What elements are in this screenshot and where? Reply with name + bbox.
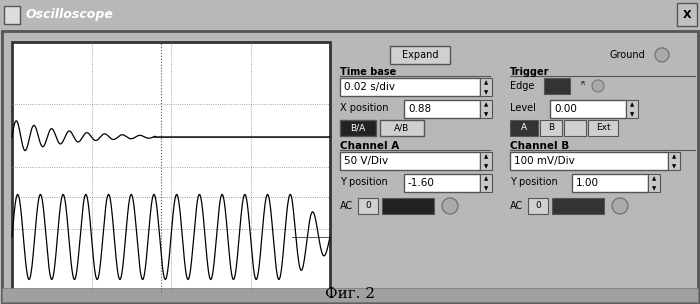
Text: ▲: ▲ [484,154,488,159]
Text: 0: 0 [365,202,371,210]
Text: Level: Level [510,103,536,113]
Bar [390,46,450,64]
Bar [544,78,570,94]
Text: Ext: Ext [596,123,610,133]
Bar [340,78,480,96]
Bar [480,174,492,192]
Text: 100 mV/Div: 100 mV/Div [514,156,575,166]
Bar [480,152,492,170]
Text: Expand: Expand [402,50,438,60]
Text: ▲: ▲ [652,176,656,181]
Bar [340,120,376,136]
Text: ▼: ▼ [484,164,488,169]
Text: Ground: Ground [610,50,645,60]
Bar [550,100,626,118]
Bar [510,120,538,136]
Bar [4,6,20,24]
Text: ▼: ▼ [652,186,656,192]
Bar [528,198,548,214]
Text: ▼: ▼ [672,164,676,169]
Text: AC: AC [340,201,354,211]
Text: 0.00: 0.00 [554,104,577,114]
Text: Channel A: Channel A [340,141,399,151]
Text: ▼: ▼ [484,90,488,95]
Text: B/A: B/A [351,123,365,133]
Text: ▼: ▼ [484,112,488,117]
Text: 0.88: 0.88 [408,104,431,114]
Text: Oscilloscope: Oscilloscope [26,9,114,22]
Bar [480,100,492,118]
Circle shape [655,48,669,62]
Text: ▲: ▲ [672,154,676,159]
Text: -1.60: -1.60 [408,178,435,188]
Text: ▲: ▲ [630,102,634,107]
Bar [380,120,424,136]
Text: ▼: ▼ [484,186,488,192]
Text: Edge: Edge [510,81,534,91]
Circle shape [442,198,458,214]
Bar [358,198,378,214]
Text: Trigger: Trigger [510,67,550,77]
Text: Y position: Y position [340,177,388,187]
Text: 1.00: 1.00 [576,178,599,188]
Bar [340,152,480,170]
Bar [552,198,604,214]
Bar [12,42,330,292]
Text: Y position: Y position [510,177,558,187]
Text: A: A [521,123,527,133]
Text: ▲: ▲ [484,102,488,107]
Bar [540,120,562,136]
Text: ▼: ▼ [630,112,634,117]
Bar [404,100,480,118]
Circle shape [612,198,628,214]
Text: Фиг. 2: Фиг. 2 [325,287,375,301]
Text: B: B [548,123,554,133]
Bar [480,78,492,96]
Text: 0.02 s/div: 0.02 s/div [344,82,395,92]
Bar [382,198,434,214]
Bar [668,152,680,170]
Text: 0: 0 [535,202,541,210]
Bar [626,100,638,118]
Bar [564,120,586,136]
Text: A/B: A/B [394,123,410,133]
Text: ▲: ▲ [484,80,488,85]
Bar [677,3,697,26]
Text: 50 V/Div: 50 V/Div [344,156,388,166]
Bar [648,174,660,192]
Text: ᴿ: ᴿ [580,81,584,91]
Circle shape [592,80,604,92]
Text: AC: AC [510,201,524,211]
Bar [588,120,618,136]
Bar [2,288,698,302]
Text: Time base: Time base [340,67,396,77]
Text: Channel B: Channel B [510,141,569,151]
Bar [404,174,480,192]
Bar [572,174,648,192]
Bar [510,152,668,170]
Text: ▲: ▲ [484,176,488,181]
Text: X position: X position [340,103,388,113]
Text: X: X [682,10,692,20]
